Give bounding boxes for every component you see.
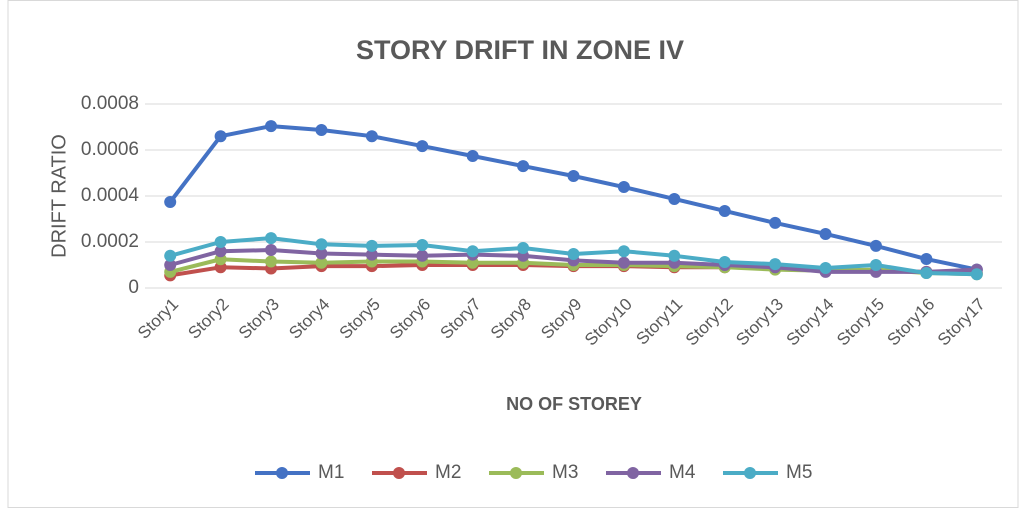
data-point <box>769 216 782 229</box>
data-point <box>617 256 630 269</box>
data-point <box>718 204 731 217</box>
data-point <box>416 249 429 262</box>
y-tick-label: 0.0002 <box>81 231 139 252</box>
legend-marker <box>744 467 756 479</box>
legend-label: M3 <box>552 462 578 483</box>
data-point <box>265 232 278 245</box>
data-point <box>214 245 227 258</box>
data-point <box>315 247 328 260</box>
data-point <box>365 130 378 143</box>
data-point <box>517 241 530 254</box>
data-point <box>769 258 782 271</box>
data-point <box>214 236 227 248</box>
legend-marker <box>510 467 522 479</box>
data-point <box>416 140 429 153</box>
legend-label: M5 <box>786 462 812 483</box>
data-point <box>668 192 681 205</box>
data-point <box>668 249 681 262</box>
data-point <box>819 261 832 274</box>
data-point <box>567 169 580 182</box>
data-point <box>164 259 177 271</box>
data-point <box>214 130 227 143</box>
data-point <box>819 227 832 240</box>
legend-marker <box>627 467 639 479</box>
data-point <box>718 256 731 269</box>
data-point <box>869 239 882 252</box>
legend-label: M4 <box>669 462 696 483</box>
data-point <box>265 120 278 133</box>
y-tick-label: 0 <box>128 277 139 298</box>
data-point <box>416 238 429 251</box>
legend-label: M1 <box>318 462 344 483</box>
legend-marker <box>276 467 288 479</box>
data-point <box>365 239 378 252</box>
data-point <box>920 253 933 266</box>
data-point <box>617 181 630 194</box>
legend-label: M2 <box>435 462 461 483</box>
y-tick-label: 0.0006 <box>81 139 139 160</box>
data-point <box>164 249 177 262</box>
x-axis-title: NO OF STOREY <box>506 394 642 414</box>
data-point <box>869 259 882 271</box>
y-tick-label: 0.0008 <box>81 93 139 114</box>
data-point <box>265 255 278 268</box>
data-point <box>517 160 530 173</box>
data-point <box>567 247 580 260</box>
chart-title: STORY DRIFT IN ZONE IV <box>356 35 684 65</box>
y-axis-title: DRIFT RATIO <box>48 134 70 258</box>
data-point <box>265 244 278 257</box>
data-point <box>315 256 328 269</box>
y-tick-label: 0.0004 <box>81 185 140 206</box>
data-point <box>617 245 630 258</box>
data-point <box>466 245 479 258</box>
data-point <box>315 238 328 251</box>
data-point <box>970 268 983 281</box>
data-point <box>365 248 378 261</box>
data-point <box>466 149 479 162</box>
data-point <box>315 123 328 136</box>
data-point <box>164 195 177 208</box>
data-point <box>920 267 933 280</box>
legend-marker <box>393 467 405 479</box>
